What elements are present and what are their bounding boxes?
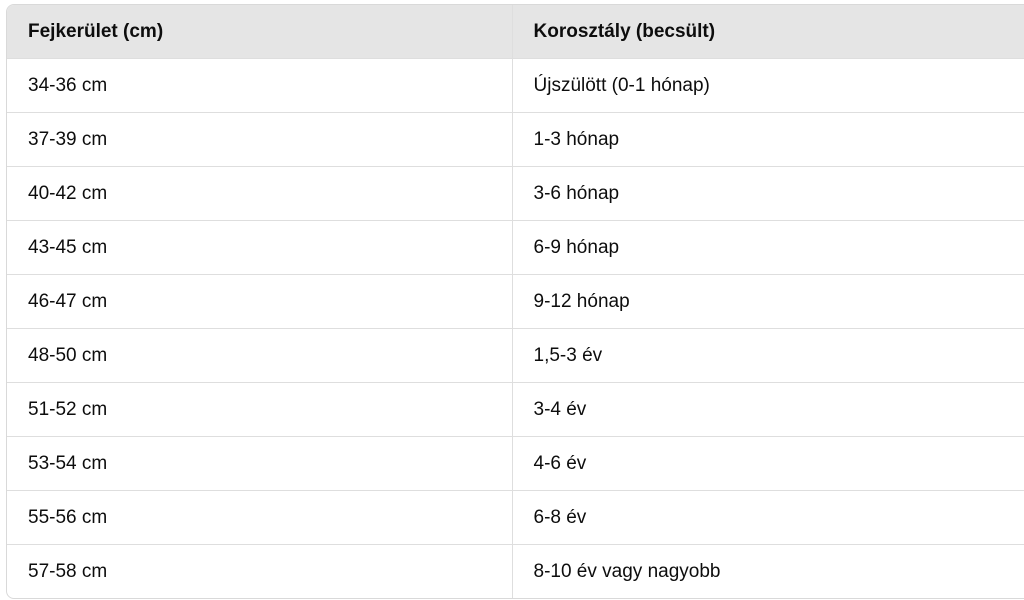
circumference-cell: 43-45 cm <box>7 220 513 275</box>
table-row: 46-47 cm 9-12 hónap <box>7 274 1024 329</box>
circumference-cell: 34-36 cm <box>7 58 513 113</box>
age-group-cell: 6-9 hónap <box>512 220 1024 275</box>
table-row: 37-39 cm 1-3 hónap <box>7 112 1024 167</box>
circumference-cell: 53-54 cm <box>7 436 513 491</box>
age-group-cell: 9-12 hónap <box>512 274 1024 329</box>
age-group-cell: 4-6 év <box>512 436 1024 491</box>
table-row: 51-52 cm 3-4 év <box>7 382 1024 437</box>
circumference-cell: 37-39 cm <box>7 112 513 167</box>
header-age-group: Korosztály (becsült) <box>512 5 1024 59</box>
age-group-cell: 3-6 hónap <box>512 166 1024 221</box>
table-header-row: Fejkerület (cm) Korosztály (becsült) <box>7 5 1024 59</box>
circumference-cell: 57-58 cm <box>7 544 513 598</box>
age-group-cell: 1-3 hónap <box>512 112 1024 167</box>
age-group-cell: Újszülött (0-1 hónap) <box>512 58 1024 113</box>
head-circumference-table: Fejkerület (cm) Korosztály (becsült) 34-… <box>6 4 1024 599</box>
age-group-cell: 3-4 év <box>512 382 1024 437</box>
table-row: 55-56 cm 6-8 év <box>7 490 1024 545</box>
circumference-cell: 46-47 cm <box>7 274 513 329</box>
header-head-circumference: Fejkerület (cm) <box>7 5 513 59</box>
table-row: 48-50 cm 1,5-3 év <box>7 328 1024 383</box>
age-group-cell: 6-8 év <box>512 490 1024 545</box>
circumference-cell: 40-42 cm <box>7 166 513 221</box>
table-row: 34-36 cm Újszülött (0-1 hónap) <box>7 58 1024 113</box>
circumference-cell: 55-56 cm <box>7 490 513 545</box>
table-row: 40-42 cm 3-6 hónap <box>7 166 1024 221</box>
age-group-cell: 8-10 év vagy nagyobb <box>533 560 721 582</box>
circumference-cell: 51-52 cm <box>7 382 513 437</box>
age-group-cell: 1,5-3 év <box>512 328 1024 383</box>
table-row: 57-58 cm 8-10 év vagy nagyobb <box>7 544 1024 598</box>
circumference-cell: 48-50 cm <box>7 328 513 383</box>
table-row: 53-54 cm 4-6 év <box>7 436 1024 491</box>
table-row: 43-45 cm 6-9 hónap <box>7 220 1024 275</box>
